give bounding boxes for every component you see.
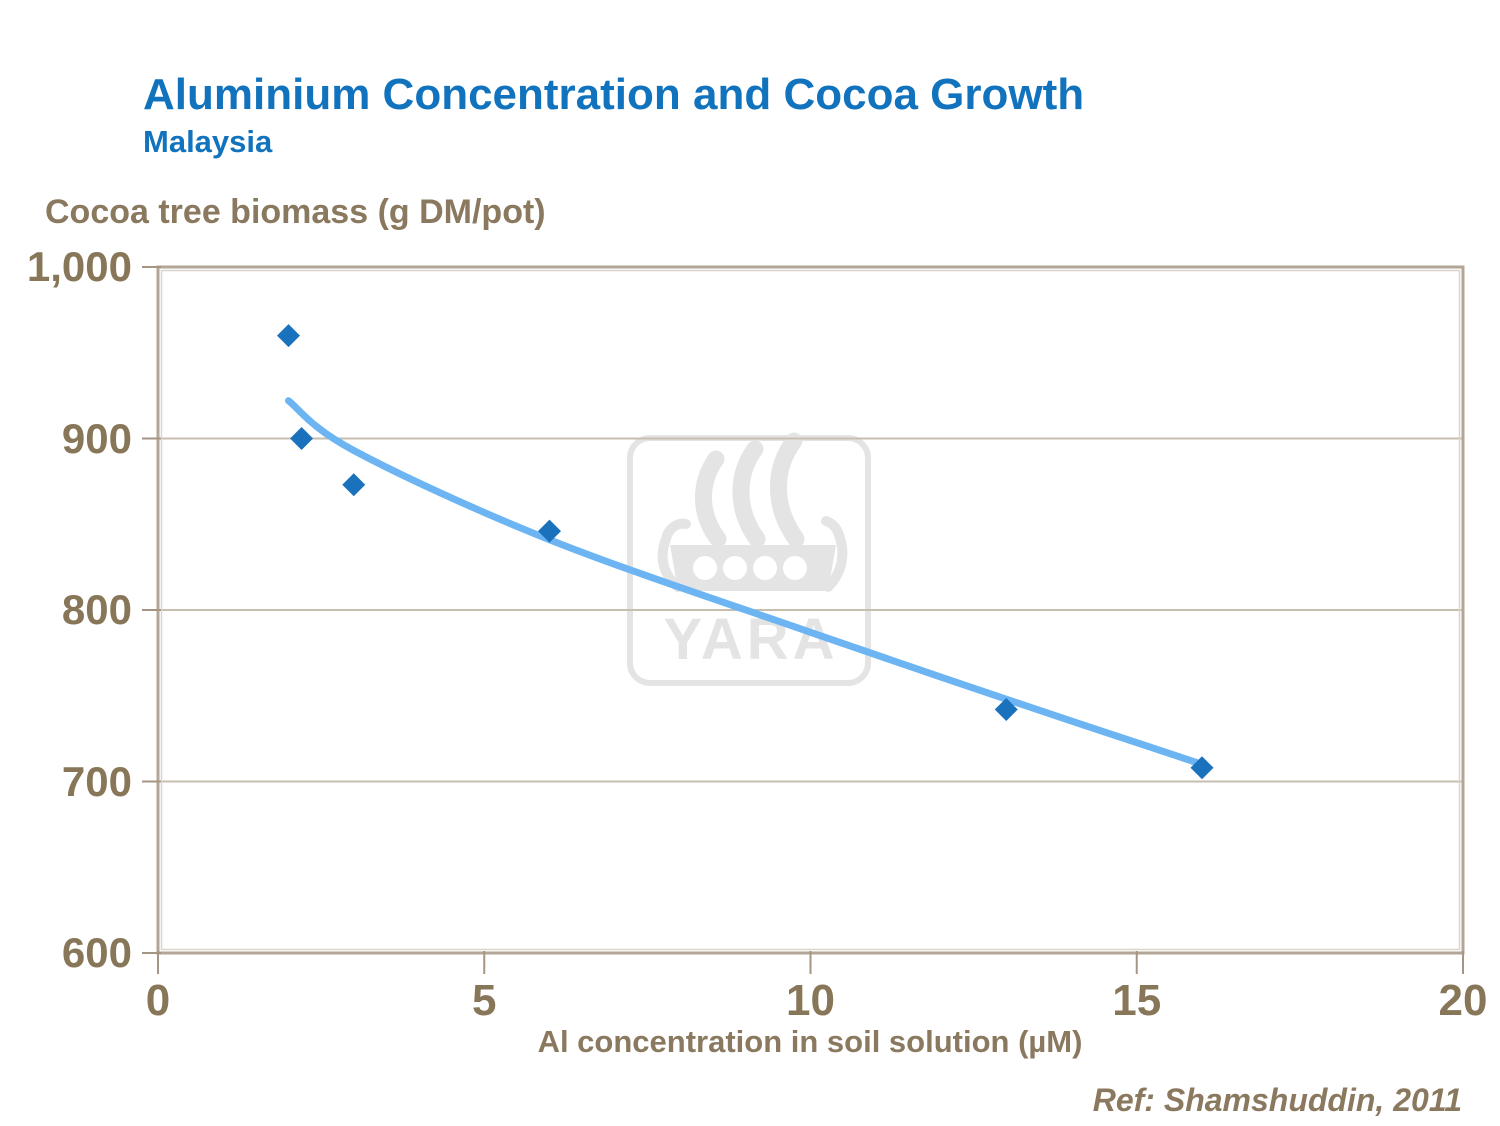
data-point-diamond	[290, 427, 314, 450]
data-point-diamond	[1190, 756, 1214, 780]
y-tick-label-1000: 1,000	[26, 243, 132, 290]
plot-frame-inner	[160, 269, 1461, 951]
y-tick-label-800: 800	[61, 586, 132, 633]
data-point-diamond	[277, 324, 300, 348]
x-tick-label-0: 0	[145, 976, 171, 1025]
x-tick-label-5: 5	[472, 976, 497, 1025]
plot-area: YARA	[142, 265, 1465, 974]
x-tick-label-20: 20	[1438, 976, 1488, 1025]
y-axis-title: Cocoa tree biomass (g DM/pot)	[45, 193, 546, 231]
y-tick-label-600: 600	[61, 929, 132, 976]
x-tick-label-10: 10	[786, 976, 835, 1025]
yara-logo-watermark: YARA	[627, 432, 871, 686]
y-tick-label-900: 900	[61, 414, 132, 462]
x-axis-title: Al concentration in soil solution (µM)	[537, 1024, 1083, 1059]
data-point-diamond	[538, 519, 561, 543]
y-tick-label-700: 700	[61, 757, 132, 805]
trend-line	[285, 397, 1206, 768]
chart-subtitle: Malaysia	[143, 124, 273, 159]
x-tick-label-15: 15	[1112, 976, 1162, 1025]
data-point-diamond	[994, 697, 1018, 721]
chart-title: Aluminium Concentration and Cocoa Growth	[143, 70, 1085, 119]
watermark-text: YARA	[663, 607, 838, 672]
data-point-diamond	[342, 473, 366, 497]
reference-citation: Ref: Shamshuddin, 2011	[1092, 1082, 1462, 1118]
